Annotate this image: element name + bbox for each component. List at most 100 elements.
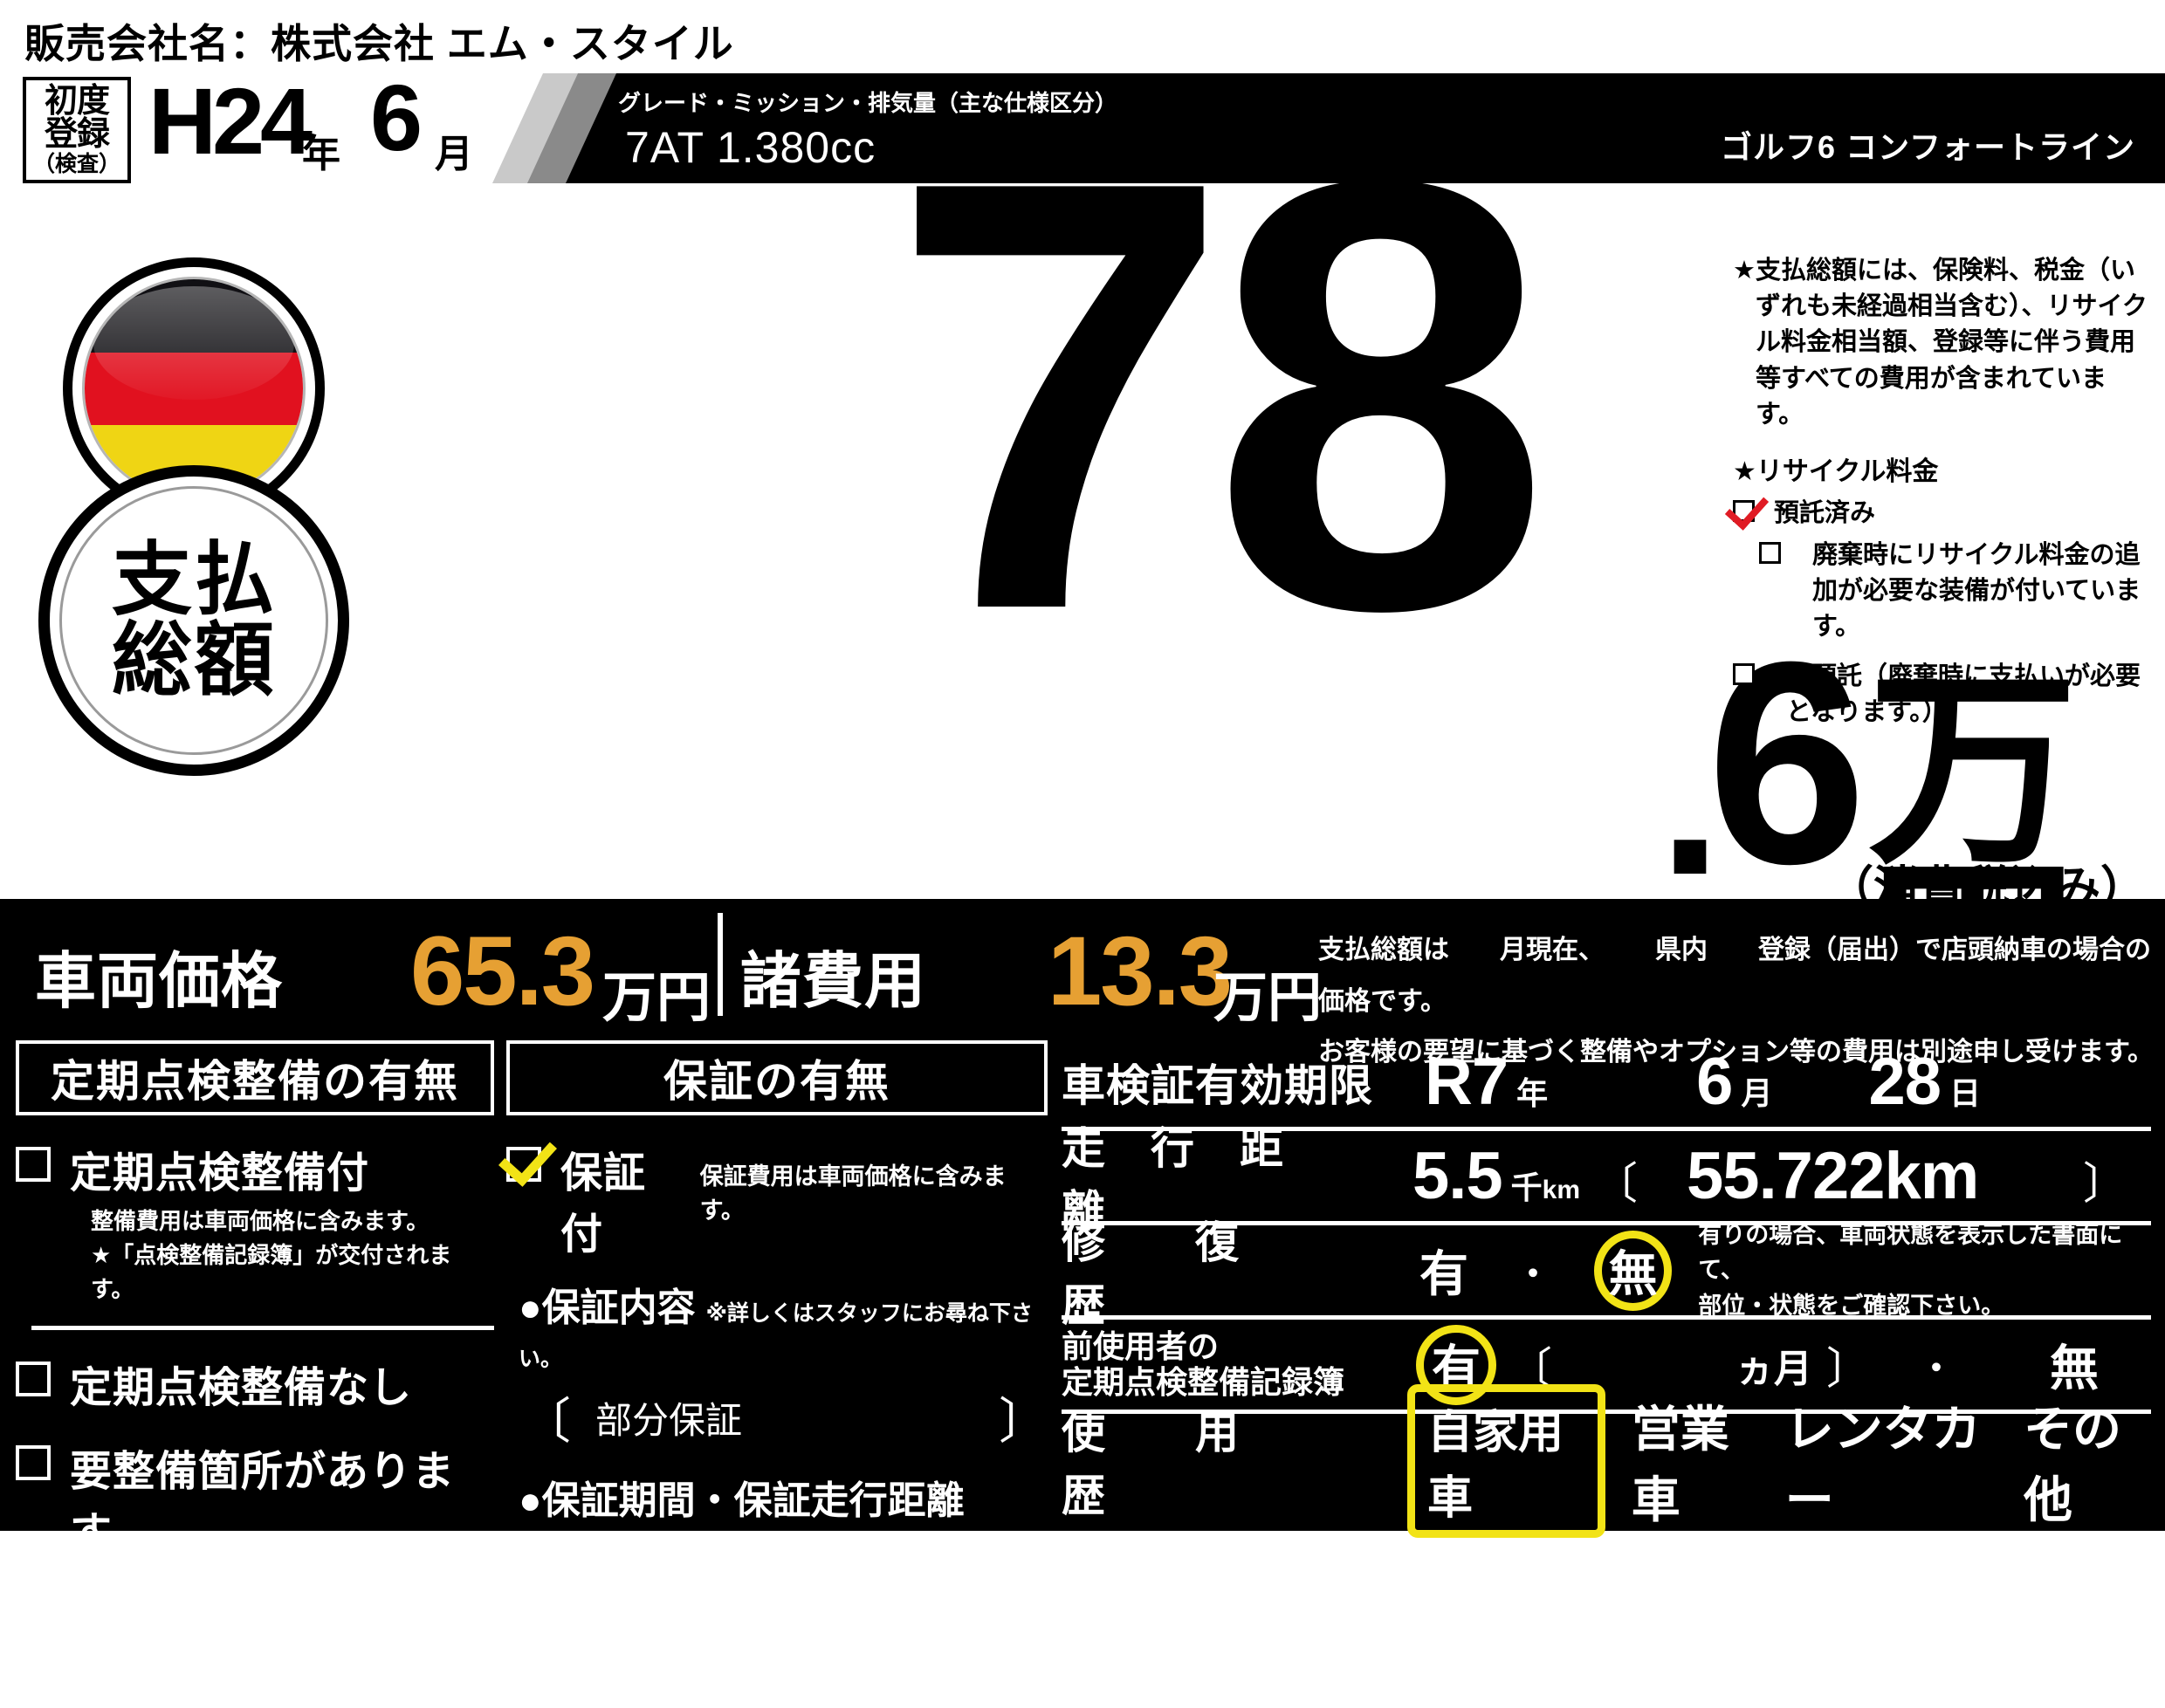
note-seg-a: 支払総額は: [1318, 936, 1449, 964]
shaken-year: R7: [1425, 1045, 1509, 1119]
repair-note-line2: 部位・状態をご確認下さい。: [1698, 1292, 2005, 1319]
usage-label: 使 用 歴: [1062, 1409, 1329, 1520]
total-payment-line1: 支払: [111, 536, 276, 625]
usage-option-commercial[interactable]: 営業車: [1631, 1402, 1729, 1527]
note-seg-d: 登録（届出）で店頭納車の場合の価格です。: [1318, 936, 2151, 1016]
recycle-deposited-row[interactable]: 預託済み: [1733, 496, 2152, 532]
usage-option-private-selected[interactable]: 自家用車: [1407, 1384, 1605, 1538]
total-price-integer: 78: [890, 54, 1551, 737]
checkbox-recycle-extra[interactable]: [1759, 541, 1781, 564]
reg-label-line3: （検査）: [32, 152, 120, 176]
warranty-with-note: 保証費用は車両価格に含みます。: [699, 1163, 1007, 1224]
warranty-period-unit2: 又は: [709, 1568, 762, 1597]
checkbox-recycle-none[interactable]: [1733, 663, 1755, 686]
warranty-content-value: 部分保証: [595, 1400, 743, 1441]
inspection-needed-sub2: 部位・状態をご確認下さい。: [115, 1602, 411, 1628]
bracket-right-icon-2: 〕: [999, 1547, 1048, 1602]
warranty-column: 保証の有無 保証付 保証費用は車両価格に含みます。 ●保証内容 ※詳しくはスタッフ…: [506, 1040, 1048, 1708]
dealer-row: 販売会社名：株式会社 エム・スタイル: [24, 12, 734, 70]
flag-gloss-overlay: [93, 285, 294, 400]
usage-option-rental[interactable]: レンタカー: [1784, 1402, 1981, 1527]
inspection-with-sub1: 整備費用は車両価格に含みます。: [91, 1208, 430, 1234]
warranty-content-note: ※詳しくはスタッフにお尋ね下さい。: [519, 1301, 1033, 1371]
price-sheet: 販売会社名：株式会社 エム・スタイル 初度 登録 （検査） H24 年 6 月 …: [0, 0, 2165, 1531]
warranty-period-bullet: ●保証期間・保証走行距離: [519, 1479, 965, 1522]
record-separator: ・: [1919, 1348, 1954, 1388]
shaken-year-unit: 年: [1516, 1075, 1549, 1111]
warranty-none-label: 保証なし: [560, 1659, 732, 1705]
mileage-values: 5.5 千 km 〔 55.722km 〕: [1407, 1138, 2151, 1214]
recycle-extra-row[interactable]: 廃棄時にリサイクル料金の追加が必要な装備が付いています。: [1759, 538, 2152, 646]
reg-label-line1: 初度: [44, 82, 110, 120]
warranty-period-months: 1: [599, 1539, 631, 1603]
checkbox-inspection-needed[interactable]: [16, 1445, 51, 1480]
shaken-day-unit: 日: [1949, 1075, 1982, 1111]
inspection-with-label: 定期点検整備付: [70, 1150, 370, 1197]
grade-band: [533, 73, 2165, 183]
usage-option-other[interactable]: その他: [2024, 1402, 2122, 1527]
registration-month: 6: [370, 65, 423, 170]
inspection-option-needed[interactable]: 要整備箇所があります: [16, 1437, 494, 1559]
row-mileage: 走 行 距 離 5.5 千 km 〔 55.722km 〕: [1062, 1124, 2151, 1236]
usage-options: 自家用車 営業車 レンタカー その他: [1407, 1384, 2151, 1538]
bracket-left-icon: 〔: [522, 1394, 571, 1449]
flag-stripe-red: [85, 352, 303, 425]
price-bar-note: 支払総額は 月現在、 県内 登録（届出）で店頭納車の場合の価格です。 お客様の要望に基…: [1318, 925, 2156, 1079]
record-label-line1: 前使用者の: [1062, 1328, 1220, 1365]
warranty-content-row: ●保証内容 ※詳しくはスタッフにお尋ね下さい。: [519, 1276, 1048, 1375]
repair-separator: ・: [1516, 1254, 1550, 1293]
shaken-month-unit: 月: [1741, 1075, 1773, 1111]
repair-option-yes[interactable]: 有: [1419, 1246, 1468, 1301]
recycle-deposited-label: 預託済み: [1774, 499, 1876, 528]
price-bar-note-line2: お客様の要望に基づく整備やオプション等の費用は別途申し受けます。: [1318, 1038, 2154, 1067]
note-seg-c: 県内: [1655, 936, 1708, 964]
checkbox-inspection-with[interactable]: [16, 1147, 51, 1182]
checkbox-inspection-none[interactable]: [16, 1362, 51, 1396]
mileage-exact: 55.722km: [1687, 1139, 1979, 1213]
repair-note-line1: 有りの場合、車両状態を表示した書面にて、: [1698, 1221, 2123, 1284]
dealer-label: 販売会社名：: [24, 21, 271, 66]
checkbox-warranty-with[interactable]: [506, 1147, 541, 1182]
recycle-fee-title: ★リサイクル料金: [1733, 456, 1939, 486]
bracket-right-icon: 〕: [999, 1394, 1048, 1449]
inspection-option-with[interactable]: 定期点検整備付: [16, 1138, 494, 1199]
row-shaken: 車検証有効期限 R7 年 6 月 28 日: [1062, 1037, 2151, 1131]
mileage-value: 5.5: [1412, 1139, 1503, 1213]
warranty-option-none[interactable]: 保証なし: [506, 1647, 1048, 1708]
total-price-note-text: 支払総額には、保険料、税金（いずれも未経過相当含む）、リサイクル料金相当額、登録…: [1756, 257, 2148, 429]
note-seg-b: 月現在、: [1500, 936, 1605, 964]
vehicle-price-value: 65.3: [410, 916, 595, 1025]
repair-option-no-selected[interactable]: 無: [1594, 1230, 1673, 1311]
inspection-divider: [31, 1326, 494, 1330]
inspection-option-none[interactable]: 定期点検整備なし: [16, 1353, 494, 1414]
row-repair-history: 修 復 歴 有 ・ 無 有りの場合、車両状態を表示した書面にて、 部位・状態をご…: [1062, 1218, 2151, 1330]
price-divider: [718, 913, 723, 1016]
record-months-unit: ヵ月: [1735, 1347, 1812, 1390]
warranty-option-with[interactable]: 保証付 保証費用は車両価格に含みます。: [506, 1138, 1048, 1260]
shaken-values: R7 年 6 月 28 日: [1407, 1044, 2151, 1120]
mileage-bracket-right-icon: 〕: [2083, 1159, 2127, 1208]
inspection-needed-sub1: ★車両状態を表示した書面にて、: [91, 1567, 429, 1594]
inspection-needed-label: 要整備箇所があります: [70, 1449, 456, 1556]
mileage-bracket-left-icon: 〔: [1594, 1159, 1639, 1208]
notes-panel: ★ 支払総額には、保険料、税金（いずれも未経過相当含む）、リサイクル料金相当額、…: [1733, 253, 2152, 731]
record-label: 前使用者の 定期点検整備記録簿: [1062, 1328, 1407, 1400]
warranty-header: 保証の有無: [506, 1040, 1048, 1115]
checkbox-recycle-deposited[interactable]: [1733, 500, 1755, 523]
checkbox-warranty-none[interactable]: [506, 1656, 541, 1691]
model-name: ゴルフ6 コンフォートライン: [1721, 129, 2135, 165]
record-option-no[interactable]: 無: [2050, 1341, 2099, 1396]
first-registration-box: 初度 登録 （検査）: [23, 77, 131, 183]
warranty-content-bullet: ●保証内容: [519, 1286, 696, 1329]
spec-table: 車検証有効期限 R7 年 6 月 28 日 走 行 距 離 5.5 千 km 〔: [1062, 1037, 2151, 1538]
shaken-day: 28: [1868, 1045, 1942, 1119]
record-bracket-right-icon: 〕: [1826, 1343, 1870, 1393]
reg-label-line2: 登録: [44, 116, 110, 154]
warranty-period-unit1: ヵ月: [650, 1565, 710, 1598]
fees-unit: 万円: [1213, 968, 1323, 1028]
recycle-none-row[interactable]: 未預託（廃棄時に支払いが必要となります。）: [1733, 659, 2152, 731]
total-payment-line2: 総額: [111, 616, 276, 705]
row-usage-history: 使 用 歴 自家用車 営業車 レンタカー その他: [1062, 1384, 2151, 1538]
vehicle-price-label: 車両価格: [35, 947, 283, 1015]
price-breakdown-bar: 車両価格 65.3 万円 諸費用 13.3 万円 支払総額は 月現在、 県内 登録（届…: [0, 899, 2165, 1067]
